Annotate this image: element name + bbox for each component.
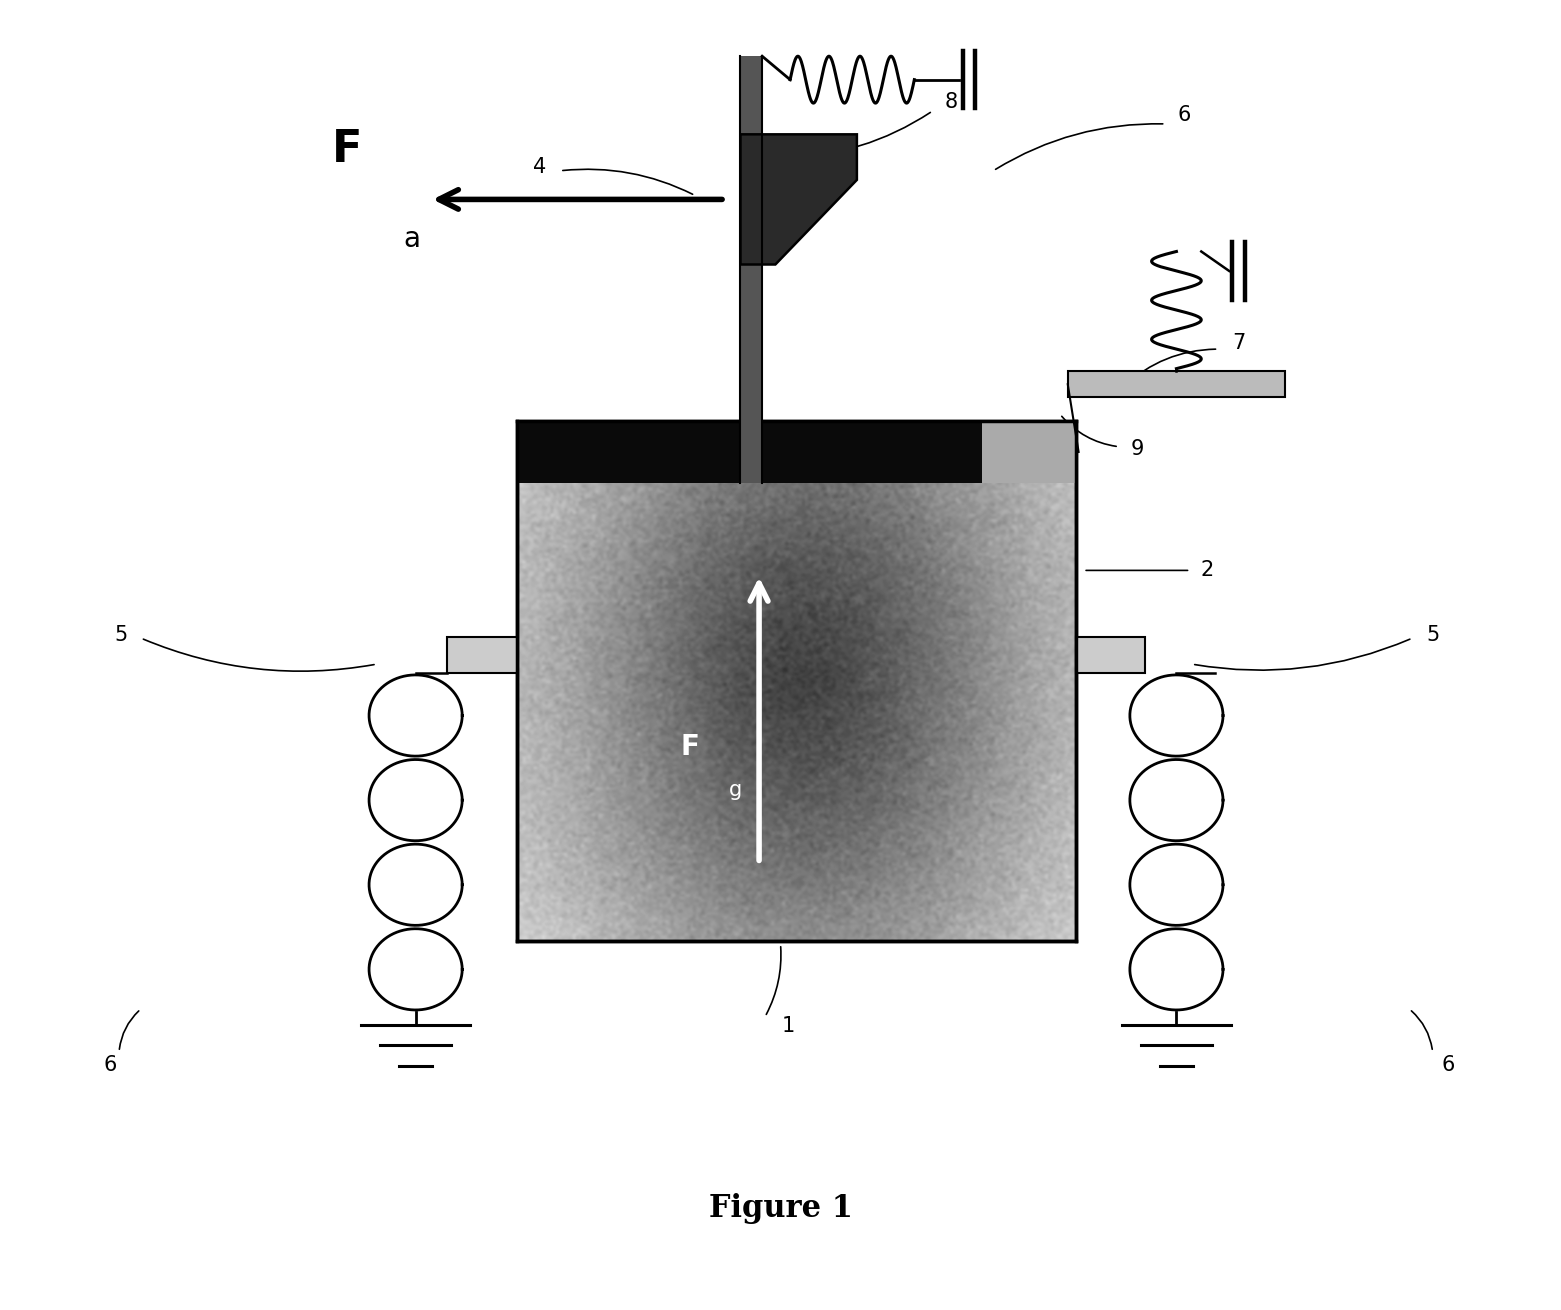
Text: 1: 1 [782, 1017, 795, 1036]
Text: 2: 2 [1200, 561, 1214, 580]
Polygon shape [740, 135, 857, 265]
Bar [1068, 371, 1285, 397]
Bar [1076, 637, 1146, 673]
Text: 6: 6 [1177, 105, 1191, 124]
Bar [982, 421, 1076, 483]
Text: 3: 3 [952, 443, 966, 464]
Text: 6: 6 [103, 1055, 117, 1076]
Text: g: g [729, 781, 743, 800]
Text: 9: 9 [1130, 439, 1144, 460]
Bar [740, 56, 762, 483]
Bar [446, 637, 517, 673]
Text: 4: 4 [534, 157, 546, 177]
Bar [517, 421, 1076, 483]
Text: 6: 6 [1441, 1055, 1455, 1076]
Text: $\mathbf{F}$: $\mathbf{F}$ [681, 734, 698, 761]
Bar [517, 421, 1076, 942]
Text: 8: 8 [944, 92, 958, 111]
Text: 5: 5 [114, 625, 128, 646]
Text: 5: 5 [1427, 625, 1439, 646]
Text: $\mathbf{F}$: $\mathbf{F}$ [331, 128, 361, 170]
Text: Figure 1: Figure 1 [709, 1192, 852, 1224]
Text: a: a [403, 225, 420, 253]
Text: 7: 7 [1232, 333, 1246, 352]
